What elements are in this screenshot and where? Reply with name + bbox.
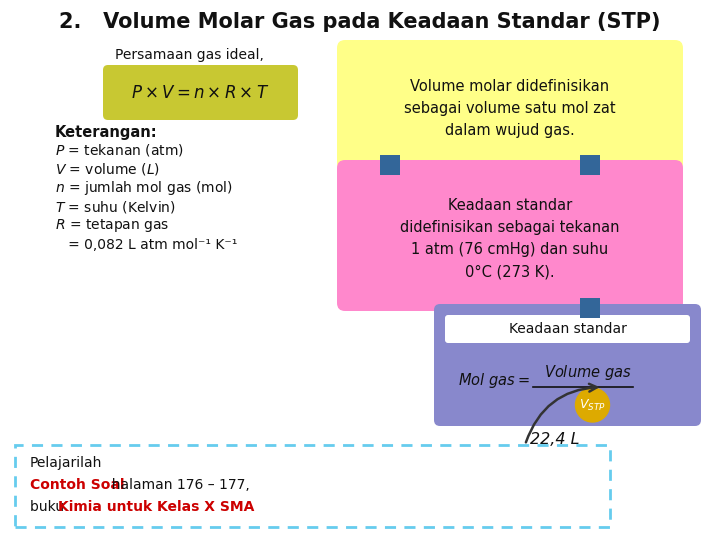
Text: halaman 176 – 177,: halaman 176 – 177, bbox=[103, 478, 250, 492]
Text: buku: buku bbox=[30, 500, 68, 514]
Text: $\mathit{V}_{STP}$: $\mathit{V}_{STP}$ bbox=[579, 397, 606, 413]
FancyBboxPatch shape bbox=[15, 445, 610, 527]
Text: Contoh Soal: Contoh Soal bbox=[30, 478, 125, 492]
FancyBboxPatch shape bbox=[580, 155, 600, 175]
Text: Kimia untuk Kelas X SMA: Kimia untuk Kelas X SMA bbox=[58, 500, 254, 514]
Text: $P$ = tekanan (atm): $P$ = tekanan (atm) bbox=[55, 142, 184, 158]
Text: $T$ = suhu (Kelvin): $T$ = suhu (Kelvin) bbox=[55, 199, 176, 215]
Text: $V$ = volume ($L$): $V$ = volume ($L$) bbox=[55, 161, 160, 177]
Text: Persamaan gas ideal,: Persamaan gas ideal, bbox=[115, 48, 264, 62]
Text: Keterangan:: Keterangan: bbox=[55, 125, 158, 139]
Text: Keadaan standar: Keadaan standar bbox=[508, 322, 626, 336]
FancyBboxPatch shape bbox=[434, 304, 701, 426]
Text: Keadaan standar
didefinisikan sebagai tekanan
1 atm (76 cmHg) dan suhu
0°C (273 : Keadaan standar didefinisikan sebagai te… bbox=[400, 198, 620, 279]
Circle shape bbox=[575, 388, 610, 422]
Text: $n$ = jumlah mol gas (mol): $n$ = jumlah mol gas (mol) bbox=[55, 179, 233, 197]
Text: $P \times V = n \times R \times T$: $P \times V = n \times R \times T$ bbox=[131, 84, 270, 102]
FancyBboxPatch shape bbox=[337, 40, 683, 171]
FancyBboxPatch shape bbox=[380, 155, 400, 175]
Text: Pelajarilah: Pelajarilah bbox=[30, 456, 102, 470]
FancyBboxPatch shape bbox=[103, 65, 298, 120]
Text: Volume molar didefinisikan
sebagai volume satu mol zat
dalam wujud gas.: Volume molar didefinisikan sebagai volum… bbox=[404, 79, 616, 138]
Text: $\mathit{Mol\ gas} =$: $\mathit{Mol\ gas} =$ bbox=[458, 370, 530, 389]
Text: = 0,082 L atm mol⁻¹ K⁻¹: = 0,082 L atm mol⁻¹ K⁻¹ bbox=[55, 238, 238, 252]
Text: $\mathit{Volume\ gas}$: $\mathit{Volume\ gas}$ bbox=[544, 363, 631, 382]
Text: $R$ = tetapan gas: $R$ = tetapan gas bbox=[55, 218, 169, 234]
Text: 22,4 L: 22,4 L bbox=[530, 433, 580, 448]
FancyBboxPatch shape bbox=[580, 298, 600, 318]
FancyArrowPatch shape bbox=[526, 384, 597, 442]
Text: 2.   Volume Molar Gas pada Keadaan Standar (STP): 2. Volume Molar Gas pada Keadaan Standar… bbox=[59, 12, 661, 32]
FancyBboxPatch shape bbox=[337, 160, 683, 311]
FancyBboxPatch shape bbox=[445, 315, 690, 343]
